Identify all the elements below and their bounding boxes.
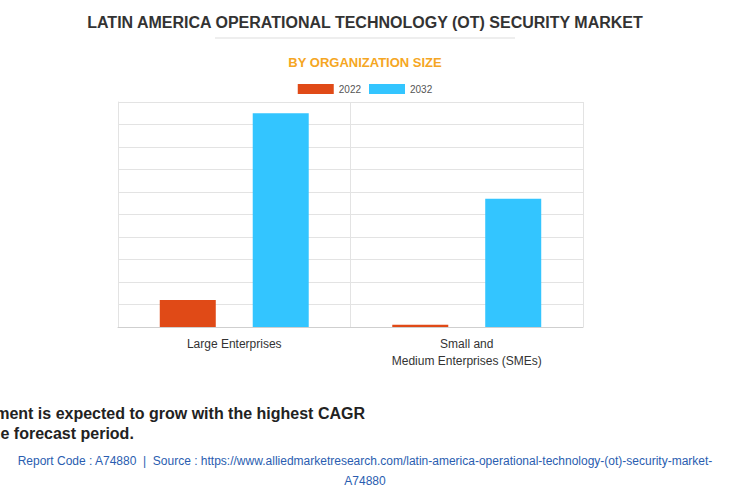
svg-text:Small and: Small and	[440, 337, 493, 351]
svg-text:LATIN AMERICA OPERATIONAL TECH: LATIN AMERICA OPERATIONAL TECHNOLOGY (OT…	[87, 14, 643, 31]
svg-text:Report Code : A74880 | Sourc: Report Code : A74880 | Source : https://…	[18, 454, 713, 468]
svg-text:A74880: A74880	[344, 474, 386, 488]
svg-text:Medium Enterprises (SMEs): Medium Enterprises (SMEs)	[392, 354, 542, 368]
svg-text:Large Enterprises: Large Enterprises	[187, 337, 282, 351]
svg-text:2032: 2032	[410, 84, 433, 95]
svg-text:The small and medium enterpris: The small and medium enterprises segment…	[0, 405, 365, 422]
svg-text:2022: 2022	[339, 84, 362, 95]
svg-text:during the forecast period.: during the forecast period.	[0, 425, 134, 442]
svg-text:BY ORGANIZATION SIZE: BY ORGANIZATION SIZE	[288, 55, 442, 70]
